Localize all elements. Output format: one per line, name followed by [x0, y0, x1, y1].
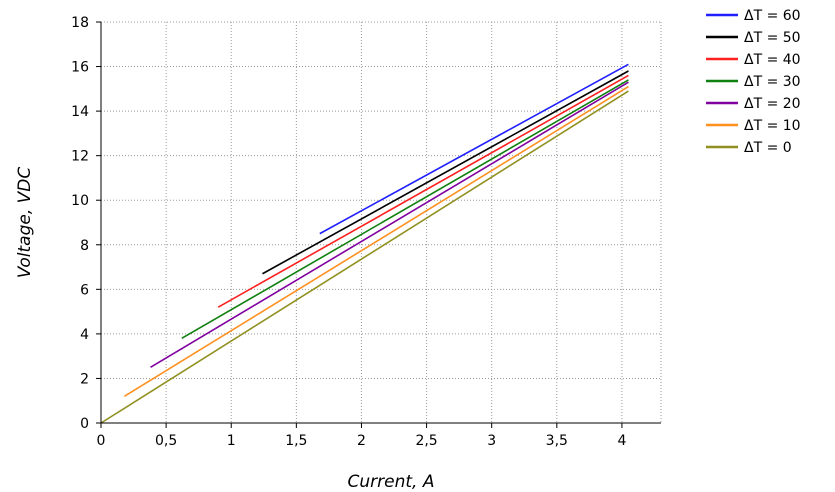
y-tick-label: 10 — [71, 193, 89, 209]
y-tick-label: 12 — [71, 149, 89, 165]
x-tick-label: 2 — [357, 433, 366, 449]
series-line-1 — [262, 70, 629, 275]
x-tick-label: 1,5 — [285, 433, 307, 449]
y-tick-label: 16 — [71, 60, 89, 76]
legend-item: ΔT = 10 — [706, 118, 801, 134]
legend-item: ΔT = 50 — [706, 30, 801, 46]
legend-label: ΔT = 60 — [744, 8, 801, 24]
axes: 0 0,5 1 1,5 2 2,5 3 3,5 4 0 2 4 6 8 10 12 14 16 18 Current,… — [15, 15, 661, 492]
legend-item: ΔT = 60 — [706, 8, 801, 24]
series-line-3 — [181, 79, 629, 340]
legend-item: ΔT = 40 — [706, 52, 801, 68]
x-tick-label: 2,5 — [415, 433, 437, 449]
legend-label: ΔT = 0 — [744, 140, 792, 156]
series-lines — [100, 63, 629, 424]
legend-label: ΔT = 30 — [744, 74, 801, 90]
x-tick-label: 3,5 — [546, 433, 568, 449]
y-tick-label: 4 — [80, 327, 89, 343]
legend-label: ΔT = 20 — [744, 96, 801, 112]
x-tick-label: 0 — [97, 433, 106, 449]
y-tick-label: 14 — [71, 104, 89, 120]
legend: ΔT = 60 ΔT = 50 ΔT = 40 ΔT = 30 ΔT = 20 ΔT = … — [706, 8, 801, 156]
x-tick-label: 3 — [487, 433, 496, 449]
y-tick-label: 2 — [80, 371, 89, 387]
series-line-6 — [100, 90, 629, 424]
x-tick-label: 1 — [227, 433, 236, 449]
series-line-4 — [150, 81, 629, 368]
legend-label: ΔT = 50 — [744, 30, 801, 46]
x-tick-label: 0,5 — [155, 433, 177, 449]
series-line-2 — [217, 74, 629, 308]
series-line-0 — [319, 63, 629, 235]
legend-item: ΔT = 0 — [706, 140, 792, 156]
y-tick-label: 18 — [71, 15, 89, 31]
y-tick-label: 6 — [80, 282, 89, 298]
legend-item: ΔT = 20 — [706, 96, 801, 112]
legend-label: ΔT = 40 — [744, 52, 801, 68]
y-tick-label: 0 — [80, 416, 89, 432]
x-tick-label: 4 — [617, 433, 626, 449]
y-axis-title: Voltage, VDC — [15, 167, 35, 279]
legend-label: ΔT = 10 — [744, 118, 801, 134]
x-axis-title: Current, A — [348, 472, 435, 492]
legend-item: ΔT = 30 — [706, 74, 801, 90]
y-tick-label: 8 — [80, 238, 89, 254]
series-line-5 — [124, 85, 629, 397]
